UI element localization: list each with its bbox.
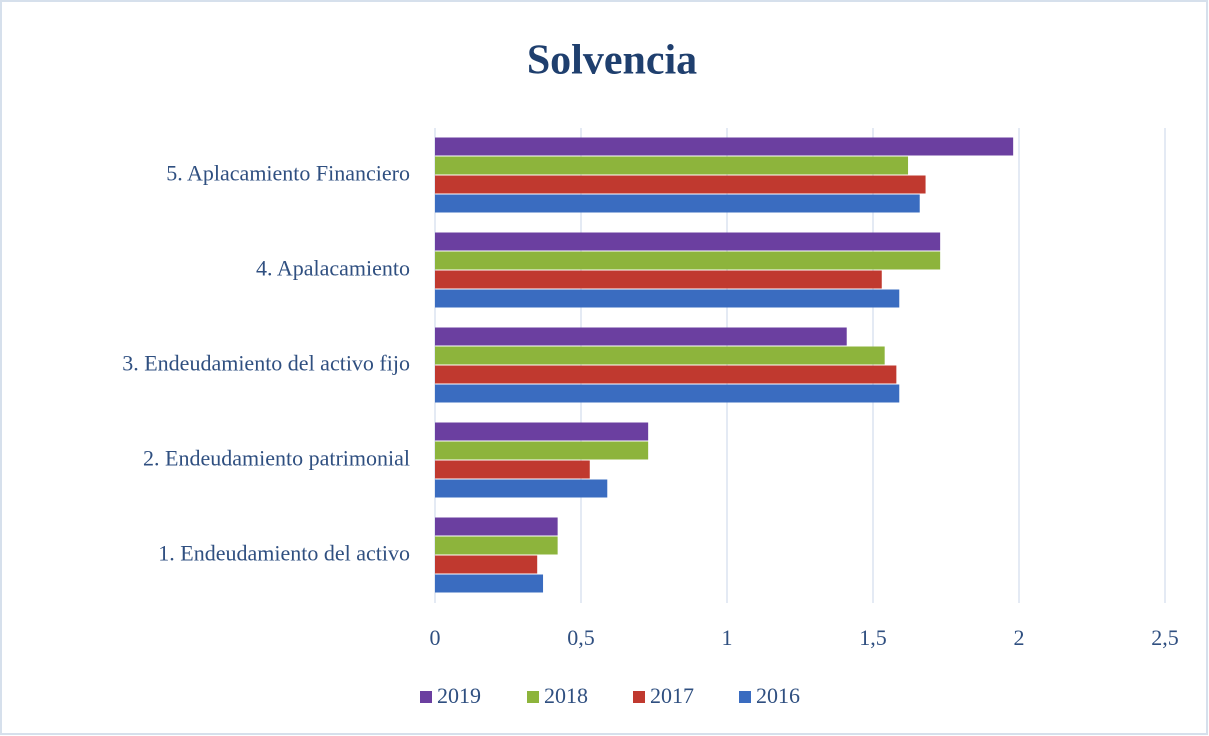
bar xyxy=(435,175,926,194)
y-tick-label: 2. Endeudamiento patrimonial xyxy=(143,446,410,471)
legend-label: 2016 xyxy=(756,683,800,708)
y-tick-label: 5. Aplacamiento Financiero xyxy=(166,161,410,186)
legend-swatch xyxy=(527,691,539,703)
y-tick-label: 4. Apalacamiento xyxy=(256,256,410,281)
bar xyxy=(435,232,941,251)
bar xyxy=(435,517,558,536)
x-tick-label: 1,5 xyxy=(859,625,887,650)
bar xyxy=(435,365,897,384)
legend-swatch xyxy=(420,691,432,703)
legend-swatch xyxy=(739,691,751,703)
bar xyxy=(435,289,900,308)
legend-label: 2018 xyxy=(544,683,588,708)
chart-title: Solvencia xyxy=(527,38,697,84)
x-tick-label: 2 xyxy=(1014,625,1025,650)
bar xyxy=(435,384,900,403)
bar xyxy=(435,536,558,555)
legend-label: 2017 xyxy=(650,683,694,708)
bar xyxy=(435,137,1014,156)
legend-label: 2019 xyxy=(437,683,481,708)
x-tick-label: 1 xyxy=(722,625,733,650)
bar xyxy=(435,555,538,574)
bar xyxy=(435,346,885,365)
bar xyxy=(435,574,544,593)
bar xyxy=(435,194,920,213)
bar xyxy=(435,441,649,460)
bar xyxy=(435,327,847,346)
bar xyxy=(435,460,590,479)
legend-swatch xyxy=(633,691,645,703)
x-tick-label: 0 xyxy=(430,625,441,650)
x-tick-label: 0,5 xyxy=(567,625,595,650)
y-tick-label: 3. Endeudamiento del activo fijo xyxy=(122,351,410,376)
bar xyxy=(435,270,882,289)
x-tick-label: 2,5 xyxy=(1151,625,1179,650)
bar xyxy=(435,422,649,441)
bar xyxy=(435,251,941,270)
bar xyxy=(435,156,909,175)
bar xyxy=(435,479,608,498)
y-tick-label: 1. Endeudamiento del activo xyxy=(158,541,410,566)
